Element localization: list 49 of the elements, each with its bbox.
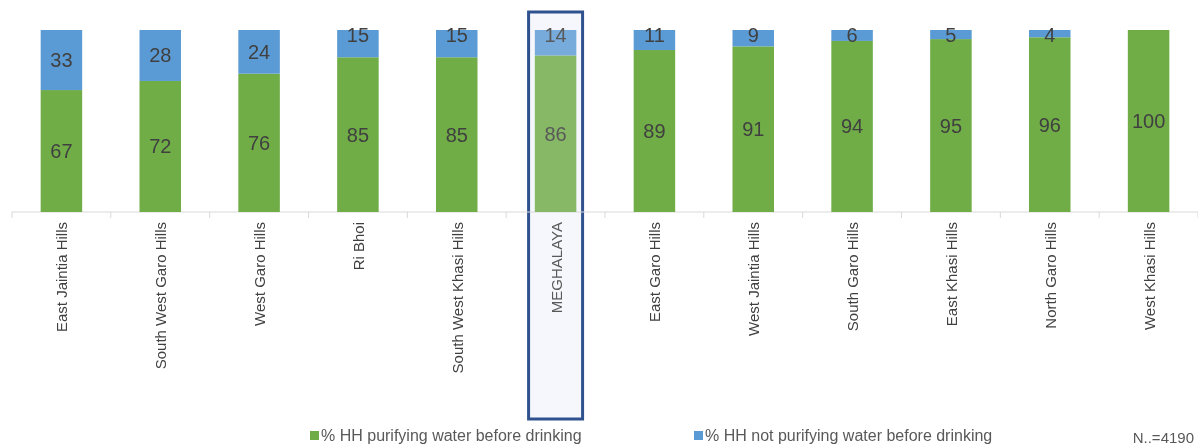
data-label: 76 [247,131,271,154]
bar [139,30,182,81]
x-tick-label: East Khasi Hills [942,222,960,327]
data-label: 24 [247,40,271,63]
data-label: 94 [840,115,864,138]
data-label: 72 [149,135,172,158]
data-label: 86 [544,122,567,145]
data-label: 67 [50,140,73,163]
x-tick-label: East Jaintia Hills [53,222,71,333]
data-label: 85 [445,123,468,146]
bar [238,73,280,212]
data-label: 14 [544,24,567,46]
legend-label: % HH not purifying water before drinking [705,427,993,444]
x-tick-label: West Garo Hills [251,222,269,326]
bar [40,30,83,91]
x-tick-label: East Garo Hills [646,222,664,323]
data-label: 96 [1038,113,1061,136]
data-label: 89 [643,120,666,143]
bar [139,80,182,212]
bar [238,30,280,74]
data-label: 95 [939,114,963,137]
bar [436,57,478,212]
legend-label: % HH purifying water before drinking [321,427,582,444]
bar [1127,30,1170,212]
x-tick-label: West Khasi Hills [1140,222,1158,331]
x-tick-label: North Garo Hills [1041,222,1059,329]
data-label: 15 [346,24,370,46]
x-tick-label: MEGHALAYA [547,222,565,314]
bar [831,40,873,212]
data-label: 6 [846,24,858,46]
data-label: 9 [747,24,759,46]
text: N..=4190 [1132,429,1194,446]
data-label: 28 [149,44,172,67]
bar [633,50,676,212]
data-label: 91 [742,118,765,141]
bar [534,55,577,212]
x-tick-label: South West Garo Hills [152,222,170,370]
x-tick-label: Ri Bhoi [349,222,367,271]
data-label: 15 [445,24,468,46]
bar [40,90,83,212]
data-label: 85 [346,123,370,146]
data-label: 100 [1131,110,1166,132]
x-tick-label: South West Khasi Hills [448,222,466,374]
data-label: 11 [644,24,665,46]
x-tick-label: West Jaintia Hills [745,222,763,336]
x-tick-label: South Garo Hills [844,222,862,332]
bar [337,57,379,212]
data-label: 33 [50,49,73,72]
bar [732,46,775,212]
